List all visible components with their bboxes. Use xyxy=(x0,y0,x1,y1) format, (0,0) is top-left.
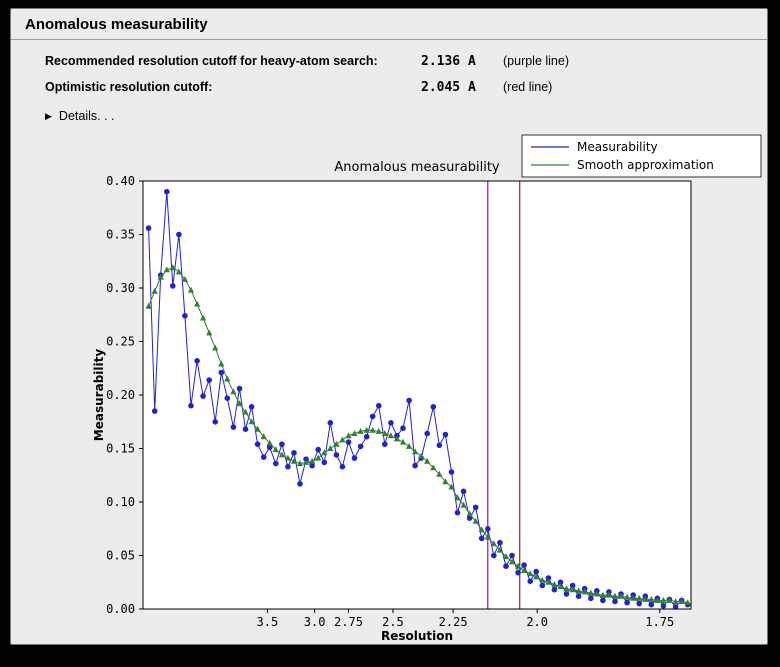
cutoff-row-recommended: Recommended resolution cutoff for heavy-… xyxy=(45,54,767,69)
svg-text:2.75: 2.75 xyxy=(334,615,363,629)
svg-text:2.5: 2.5 xyxy=(382,615,404,629)
svg-text:Resolution: Resolution xyxy=(381,629,453,643)
page-title: Anomalous measurability xyxy=(11,9,767,40)
svg-text:Smooth approximation: Smooth approximation xyxy=(577,158,714,172)
details-toggle[interactable]: ▶ Details. . . xyxy=(45,109,165,123)
disclosure-triangle-icon: ▶ xyxy=(45,110,52,121)
cutoff-note: (red line) xyxy=(503,80,553,94)
svg-text:0.40: 0.40 xyxy=(106,174,135,188)
cutoff-value: 2.045 A xyxy=(421,80,476,95)
svg-text:2.0: 2.0 xyxy=(526,615,548,629)
cutoff-row-optimistic: Optimistic resolution cutoff: 2.045 A (r… xyxy=(45,80,767,95)
measurability-plot: 0.00 0.05 0.10 0.15 0.20 0.25 0.30 0.35 0.40 3.5 3… xyxy=(92,134,762,643)
svg-text:2.25: 2.25 xyxy=(439,615,468,629)
svg-text:Measurability: Measurability xyxy=(577,140,658,154)
cutoff-info-block: Recommended resolution cutoff for heavy-… xyxy=(45,54,767,95)
svg-text:1.75: 1.75 xyxy=(645,615,674,629)
svg-text:0.15: 0.15 xyxy=(106,442,135,456)
svg-text:0.35: 0.35 xyxy=(106,228,135,242)
svg-text:Measurability: Measurability xyxy=(92,349,106,442)
cutoff-label: Recommended resolution cutoff for heavy-… xyxy=(45,54,378,68)
cutoff-value: 2.136 A xyxy=(421,54,476,69)
svg-text:3.0: 3.0 xyxy=(304,615,326,629)
cutoff-note: (purple line) xyxy=(503,54,570,68)
svg-text:0.10: 0.10 xyxy=(106,495,135,509)
svg-text:Anomalous measurability: Anomalous measurability xyxy=(334,160,500,175)
chart-area: 0.00 0.05 0.10 0.15 0.20 0.25 0.30 0.35 0.40 3.5 3… xyxy=(11,129,767,643)
anomalous-measurability-panel: Anomalous measurability Recommended reso… xyxy=(10,8,768,645)
details-label: Details. . . xyxy=(58,109,115,123)
svg-text:0.30: 0.30 xyxy=(106,281,135,295)
svg-text:0.25: 0.25 xyxy=(106,335,135,349)
cutoff-label: Optimistic resolution cutoff: xyxy=(45,80,213,94)
svg-text:3.5: 3.5 xyxy=(257,615,279,629)
svg-text:0.00: 0.00 xyxy=(106,602,135,616)
svg-text:0.20: 0.20 xyxy=(106,388,135,402)
svg-text:0.05: 0.05 xyxy=(106,549,135,563)
